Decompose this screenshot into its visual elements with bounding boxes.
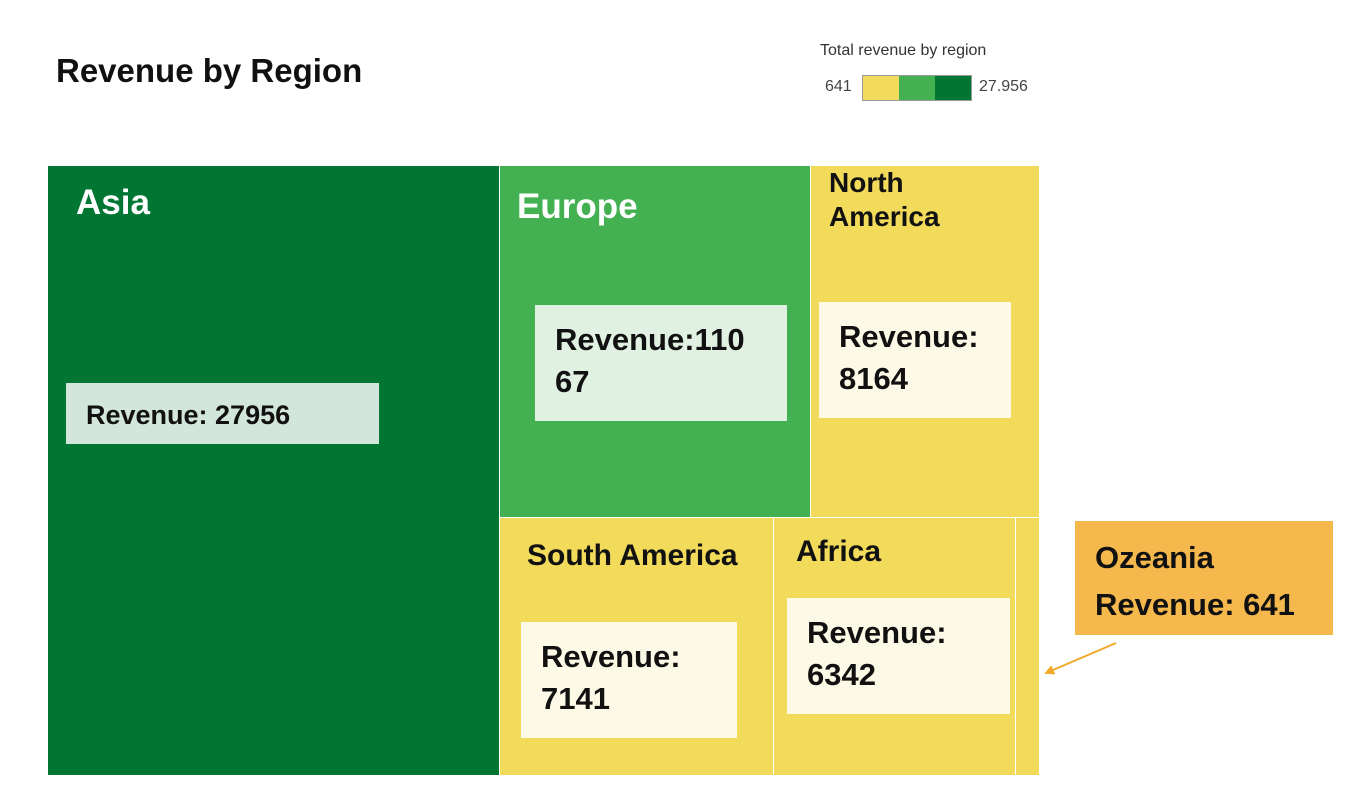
tile-north-america-name-line2: America bbox=[829, 200, 940, 232]
tile-asia[interactable]: Asia Revenue: 27956 bbox=[48, 166, 500, 776]
tile-north-america-value-box: Revenue: 8164 bbox=[819, 302, 1011, 418]
tile-north-america[interactable]: North America Revenue: 8164 bbox=[811, 166, 1040, 518]
tile-ozeania[interactable] bbox=[1016, 518, 1040, 776]
tile-south-america-value-line2: 7141 bbox=[541, 680, 610, 716]
tile-africa[interactable]: Africa Revenue: 6342 bbox=[774, 518, 1016, 776]
tile-africa-name: Africa bbox=[796, 535, 882, 568]
tile-north-america-name-line1: North bbox=[829, 167, 904, 198]
tile-north-america-name: North America bbox=[829, 166, 940, 233]
tile-africa-value-box: Revenue: 6342 bbox=[787, 598, 1010, 714]
tile-north-america-value-line2: 8164 bbox=[839, 360, 908, 396]
legend-max-label: 27.956 bbox=[979, 78, 1028, 95]
legend-color-scale bbox=[862, 75, 972, 101]
tile-asia-value-box: Revenue: 27956 bbox=[66, 383, 379, 444]
legend-swatch-high bbox=[935, 76, 971, 100]
ozeania-callout: Ozeania Revenue: 641 bbox=[1075, 521, 1333, 635]
tile-europe[interactable]: Europe Revenue:110 67 bbox=[500, 166, 811, 518]
tile-africa-value-line1: Revenue: bbox=[807, 615, 947, 650]
callout-arrow-line bbox=[1044, 642, 1117, 675]
tile-europe-value-box: Revenue:110 67 bbox=[535, 305, 787, 421]
legend-swatch-low bbox=[863, 76, 899, 100]
tile-south-america-value-line1: Revenue: bbox=[541, 639, 681, 674]
tile-europe-name: Europe bbox=[517, 187, 638, 226]
tile-south-america-value-box: Revenue: 7141 bbox=[521, 622, 737, 738]
tile-north-america-value-line1: Revenue: bbox=[839, 319, 979, 354]
tile-europe-value-line2: 67 bbox=[555, 363, 590, 399]
legend-title: Total revenue by region bbox=[820, 42, 987, 59]
page-title: Revenue by Region bbox=[56, 52, 363, 89]
ozeania-callout-name: Ozeania bbox=[1095, 540, 1214, 575]
tile-africa-value-line2: 6342 bbox=[807, 656, 876, 692]
legend-swatch-mid bbox=[899, 76, 935, 100]
tile-asia-value: Revenue: 27956 bbox=[86, 400, 291, 430]
tile-south-america[interactable]: South America Revenue: 7141 bbox=[500, 518, 774, 776]
tile-europe-value-line1: Revenue:110 bbox=[555, 322, 745, 357]
ozeania-callout-value: Revenue: 641 bbox=[1095, 586, 1295, 622]
tile-south-america-name: South America bbox=[527, 539, 738, 572]
legend-min-label: 641 bbox=[825, 78, 852, 95]
tile-asia-name: Asia bbox=[76, 183, 150, 222]
